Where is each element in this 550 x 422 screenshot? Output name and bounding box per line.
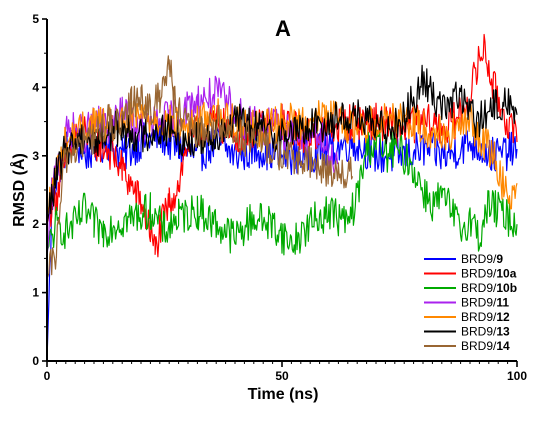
legend-label-12: BRD9/12 bbox=[461, 310, 510, 324]
panel-letter: A bbox=[275, 16, 291, 41]
y-tick-label: 1 bbox=[32, 286, 39, 300]
legend-label-14: BRD9/14 bbox=[461, 339, 510, 353]
series-layer bbox=[46, 33, 518, 362]
y-tick-label: 5 bbox=[32, 12, 39, 26]
legend-label-13: BRD9/13 bbox=[461, 325, 510, 339]
legend-label-10a: BRD9/10a bbox=[461, 267, 517, 281]
legend-label-10b: BRD9/10b bbox=[461, 281, 517, 295]
y-tick-label: 3 bbox=[32, 149, 39, 163]
x-axis-title: Time (ns) bbox=[248, 386, 319, 403]
series-line-13 bbox=[46, 64, 518, 225]
series-line-14 bbox=[46, 55, 354, 280]
y-tick-label: 0 bbox=[32, 354, 39, 368]
x-tick-label: 100 bbox=[507, 369, 527, 383]
x-tick-label: 0 bbox=[44, 369, 51, 383]
x-tick-label: 50 bbox=[275, 369, 289, 383]
y-axis-title: RMSD (Å) bbox=[9, 153, 28, 227]
legend-label-9: BRD9/9 bbox=[461, 252, 503, 266]
y-tick-label: 4 bbox=[32, 80, 39, 94]
y-tick-label: 2 bbox=[32, 217, 39, 231]
series-line-10b bbox=[46, 129, 518, 256]
legend-label-11: BRD9/11 bbox=[461, 296, 509, 310]
legend: BRD9/9BRD9/10aBRD9/10bBRD9/11BRD9/12BRD9… bbox=[424, 252, 517, 353]
